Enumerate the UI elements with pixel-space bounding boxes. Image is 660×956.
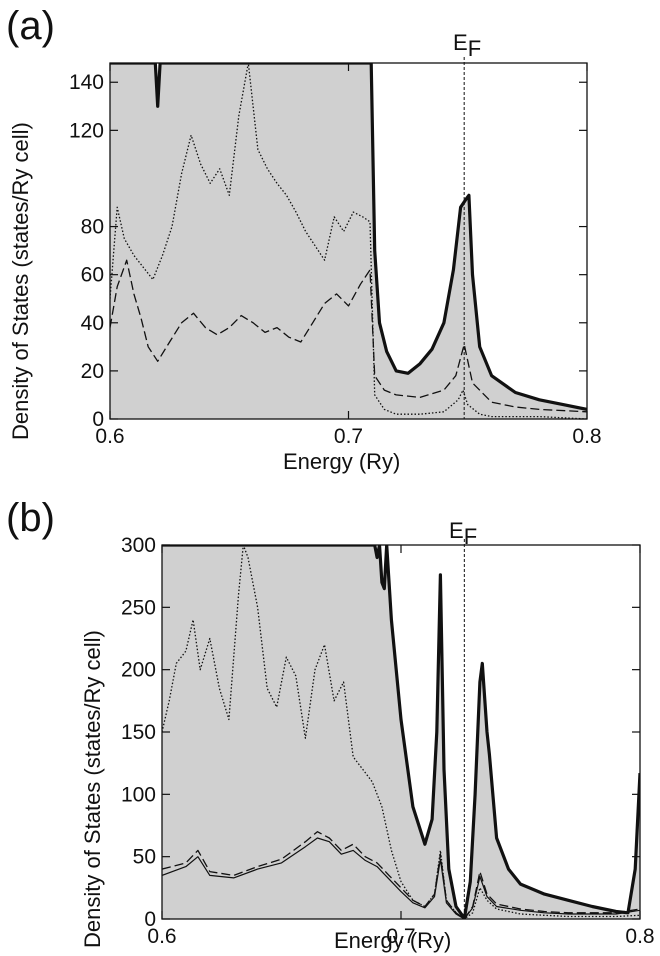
y-tick-label: 140 — [69, 71, 104, 94]
panel-label-b: (b) — [6, 496, 55, 540]
fermi-label-a-main: E — [453, 30, 468, 55]
fermi-label-b-wrap: EF — [449, 518, 477, 550]
y-tick-label: 0 — [144, 908, 156, 931]
total-dos-line — [110, 63, 587, 411]
total-dos-fill — [110, 63, 587, 419]
y-tick-label: 80 — [81, 216, 104, 239]
y-tick-label: 300 — [121, 534, 156, 557]
dos-plot-a: 0 20 40 60 80 120 140 0.6 0.7 0.8 — [69, 57, 602, 448]
y-tick-label: 40 — [81, 312, 104, 335]
y-tick-label: 120 — [69, 119, 104, 142]
x-tick-label: 0.7 — [386, 925, 415, 948]
x-tick-label: 0.8 — [625, 925, 654, 948]
fermi-label-b-sub: F — [463, 524, 478, 549]
y-tick-label: 150 — [121, 721, 156, 744]
x-tick-label: 0.7 — [334, 425, 363, 448]
x-tick-label: 0.6 — [147, 925, 176, 948]
dos-plot-b: 0 50 100 150 200 250 300 0.6 0.7 0.8 — [121, 534, 655, 948]
fermi-label-a: EF — [453, 30, 481, 62]
y-tick-label: 50 — [133, 846, 156, 869]
y-tick-label: 0 — [92, 408, 104, 431]
dashed-dos-line — [110, 259, 587, 413]
total-dos-fill — [162, 545, 640, 919]
y-tick-label: 60 — [81, 264, 104, 287]
fermi-label-a-sub: F — [467, 36, 482, 61]
x-axis-label-a: Energy (Ry) — [283, 449, 401, 474]
y-tick-label: 100 — [121, 783, 156, 806]
plot-area — [110, 63, 587, 419]
dashed-dos-line — [162, 831, 640, 919]
x-axis-label-b: Energy (Ry) — [334, 928, 452, 953]
panel-label-a: (a) — [6, 4, 55, 48]
y-tick-label: 250 — [121, 596, 156, 619]
fermi-label-b-main: E — [449, 518, 464, 543]
thin-dos-line — [162, 837, 640, 919]
x-tick-label: 0.6 — [95, 425, 124, 448]
y-tick-label: 200 — [121, 659, 156, 682]
dotted-dos-line — [110, 63, 587, 419]
y-tick-label: 20 — [81, 360, 104, 383]
x-tick-label: 0.8 — [572, 425, 601, 448]
total-dos-line — [162, 545, 640, 919]
plot-area — [162, 545, 640, 919]
